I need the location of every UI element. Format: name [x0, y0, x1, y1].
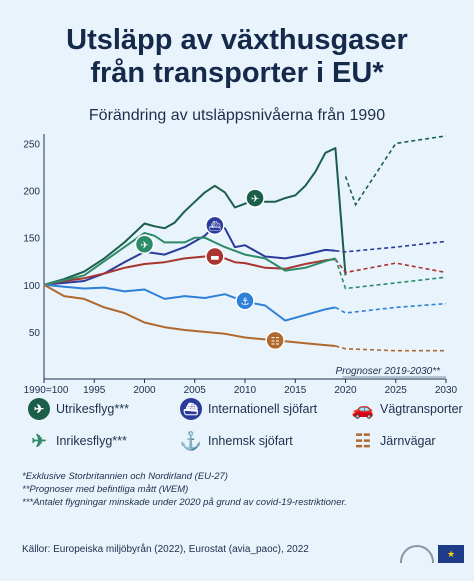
parliament-icon — [400, 545, 434, 563]
forecast-label: Prognoser 2019-2030** — [335, 366, 441, 377]
series-line — [43, 147, 347, 286]
legend-label: Järnvägar — [380, 434, 436, 448]
series-forecast-line — [344, 135, 447, 207]
rail-icon-glyph: ☷ — [271, 336, 280, 347]
y-tick-label: 150 — [23, 234, 40, 245]
series-forecast-line — [334, 258, 447, 290]
legend-label: Internationell sjöfart — [208, 402, 318, 416]
plane-icon: ✈ — [31, 430, 47, 451]
globe-ship-icon: ⛴ — [180, 398, 202, 420]
legend-item-inrikesflyg: ✈ Inrikesflyg*** — [28, 430, 127, 452]
page-title: Utsläpp av växthusgaser från transporter… — [0, 24, 474, 90]
series-line — [43, 283, 336, 347]
series-forecast-line — [335, 345, 446, 352]
series-line — [43, 224, 336, 286]
plane-icon — [134, 234, 155, 254]
title-line-2: från transporter i EU* — [90, 57, 384, 89]
eu-flag-icon: ★ — [438, 545, 464, 563]
legend-label: Vägtransporter — [380, 402, 463, 416]
y-tick-label: 200 — [23, 187, 40, 198]
series-line — [43, 231, 336, 286]
subtitle: Förändring av utsläppsnivåerna från 1990 — [88, 107, 386, 124]
footnote: **Prognoser med befintliga mått (WEM) — [22, 484, 189, 495]
x-tick-label: 2030 — [435, 385, 458, 393]
globe-plane-icon — [245, 188, 265, 208]
footnote: *Exklusive Storbritannien och Nordirland… — [22, 471, 228, 482]
x-tick-label: 2015 — [284, 385, 307, 393]
legend-item-utrikesflyg: ✈ Utrikesflyg*** — [28, 398, 129, 420]
anchor-icon: ⚓ — [179, 430, 203, 451]
x-tick-label: 2000 — [133, 385, 156, 393]
emissions-line-chart: 50 100 150 200 250 1990=100 1995 2000 2005 2010 20… — [23, 134, 458, 393]
legend-label: Utrikesflyg*** — [56, 402, 129, 416]
anchor-icon — [235, 291, 255, 311]
rail-icon — [265, 330, 285, 351]
sources-text: Källor: Europeiska miljöbyrån (2022), Eu… — [22, 544, 309, 555]
series-forecast-line — [335, 240, 447, 253]
y-tick-label: 250 — [23, 139, 40, 150]
legend-item-jarnvagar: ☷ Järnvägar — [352, 430, 436, 452]
x-tick-label: 1990=100 — [24, 385, 69, 393]
legend-label: Inrikesflyg*** — [56, 434, 127, 448]
x-tick-label: 2005 — [184, 385, 207, 393]
globe-plane-icon: ✈ — [28, 398, 50, 420]
anchor-icon-glyph: ⚓ — [241, 297, 250, 308]
eu-parliament-logo: ★ — [400, 545, 464, 563]
y-tick-label: 50 — [29, 328, 41, 339]
legend-label: Inhemsk sjöfart — [208, 434, 293, 448]
series-forecast-line — [335, 302, 447, 314]
series-line — [43, 283, 336, 322]
legend-item-internationell-sjofart: ⛴ Internationell sjöfart — [180, 398, 317, 420]
globe-ship-icon — [205, 215, 225, 236]
x-tick-label: 2020 — [334, 385, 357, 393]
legend-item-vagtransporter: 🚗 Vägtransporter — [352, 398, 463, 420]
globe-ship-icon-glyph: ⛴ — [208, 220, 221, 232]
x-tick-label: 2025 — [385, 385, 408, 393]
car-icon-glyph: ▬ — [210, 253, 219, 264]
footnotes: *Exklusive Storbritannien och Nordirland… — [22, 470, 462, 509]
rail-icon: ☷ — [354, 430, 372, 451]
legend-item-inhemsk-sjofart: ⚓ Inhemsk sjöfart — [180, 430, 293, 452]
footnote: ***Antalet flygningar minskade under 202… — [22, 497, 347, 508]
x-tick-label: 2010 — [234, 385, 257, 393]
plane-icon-glyph: ✈ — [140, 240, 148, 251]
series-forecast-line — [334, 258, 447, 274]
car-icon: 🚗 — [351, 398, 375, 419]
globe-plane-icon-glyph: ✈ — [251, 194, 259, 205]
y-tick-label: 100 — [23, 281, 40, 292]
legend: ✈ Utrikesflyg*** ⛴ Internationell sjöfar… — [0, 398, 474, 458]
car-icon — [205, 246, 225, 267]
x-tick-label: 1995 — [83, 385, 106, 393]
title-line-1: Utsläpp av växthusgaser — [66, 24, 408, 56]
